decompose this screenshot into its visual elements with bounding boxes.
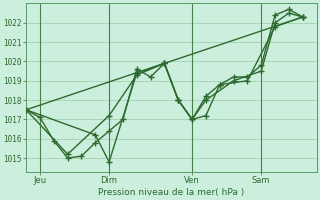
X-axis label: Pression niveau de la mer( hPa ): Pression niveau de la mer( hPa ) — [98, 188, 244, 197]
